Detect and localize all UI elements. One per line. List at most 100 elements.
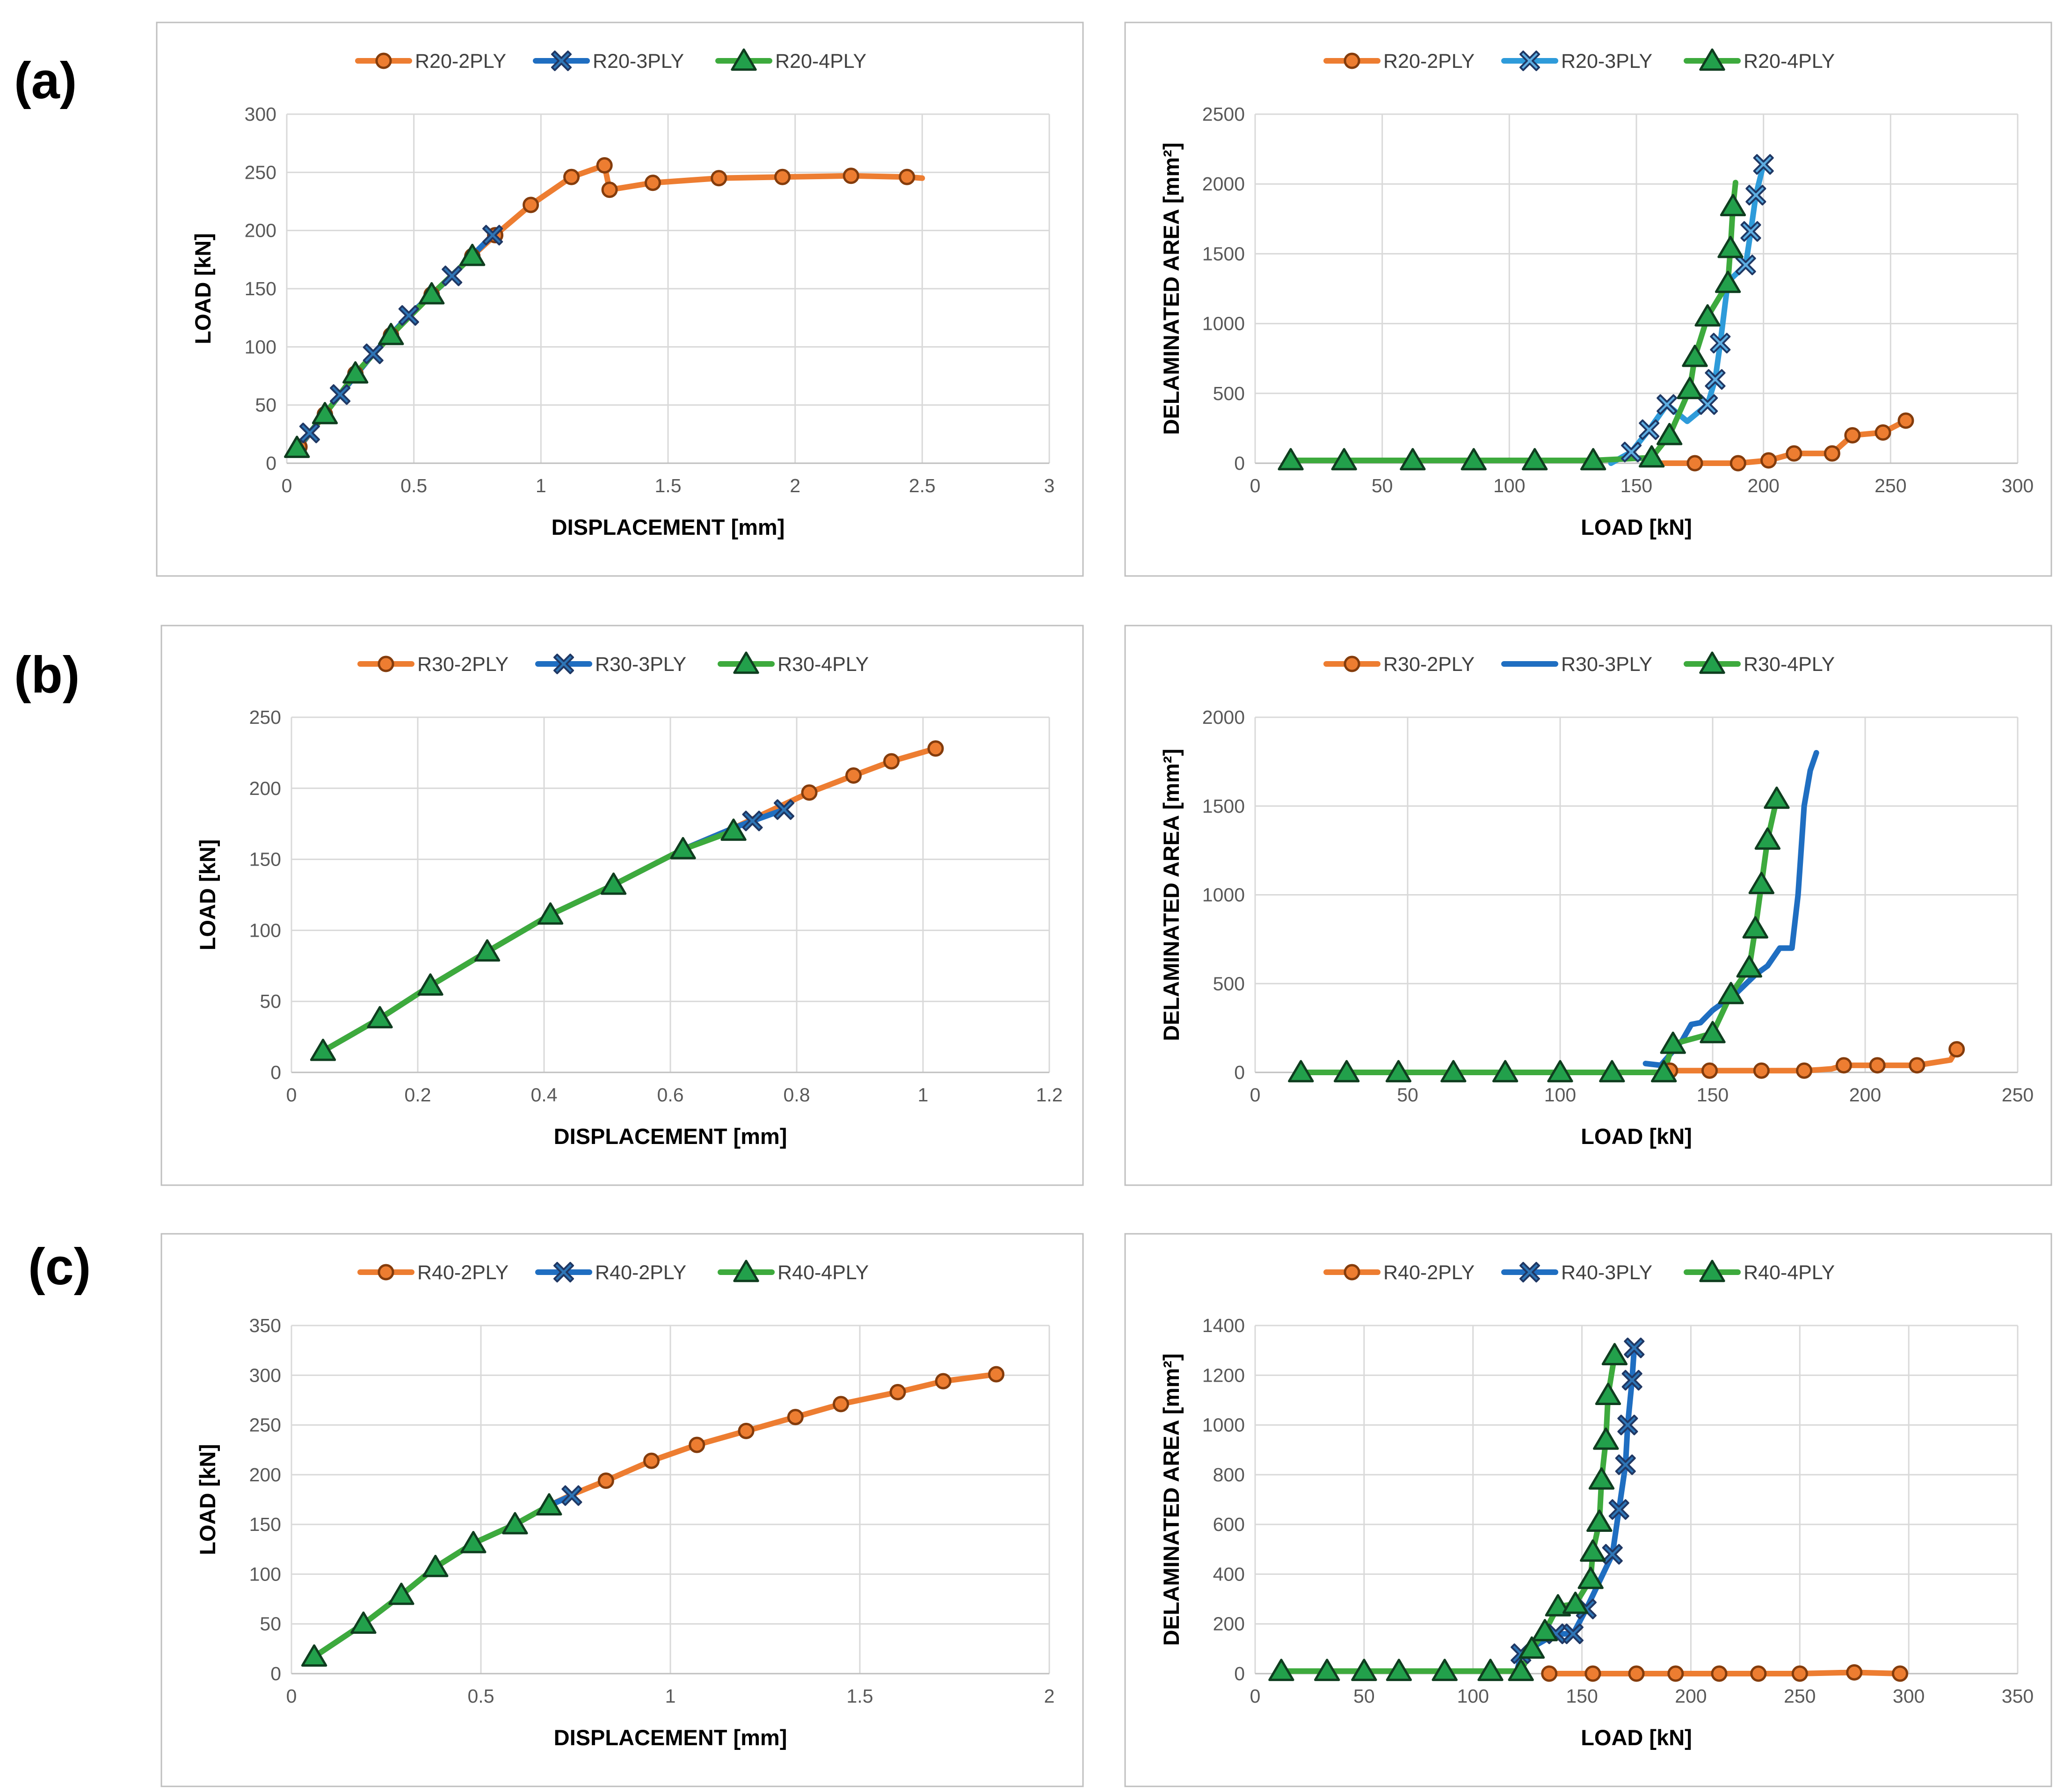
x-tick-label: 100	[1493, 475, 1525, 496]
y-tick-label: 50	[260, 991, 281, 1012]
chart-a-right: 0 50 100 150 200 250 300 0 500 1000 1500 2000 2500 LO…	[1124, 22, 2052, 577]
data-point-r40-4ply	[1508, 1659, 1534, 1681]
data-point-r40-2ply	[1846, 1664, 1863, 1681]
legend-label: R40-3PLY	[1561, 1261, 1652, 1284]
y-tick-label: 0	[1234, 1062, 1245, 1083]
data-point-r40-4ply	[460, 1531, 487, 1553]
x-axis-title: LOAD [kN]	[1581, 1725, 1692, 1750]
data-point-r20-2ply	[644, 175, 661, 191]
legend-item: R40-2PLY	[1323, 1261, 1475, 1284]
legend-label: R20-2PLY	[415, 50, 506, 73]
data-point-r40-4ply	[350, 1611, 377, 1634]
data-point-r40-3ply	[1562, 1623, 1584, 1644]
x-tick-label: 150	[1620, 475, 1652, 496]
data-point-r40-2ply	[787, 1409, 804, 1426]
y-axis-title: DELAMINATED AREA [mm²]	[1159, 143, 1184, 435]
data-point-r20-2ply	[711, 170, 727, 187]
data-point-r30-3ply	[742, 810, 763, 831]
data-point-r30-2ply	[883, 753, 900, 770]
data-point-r20-3ply	[1753, 154, 1774, 175]
legend-marker	[1519, 51, 1540, 71]
data-point-r40-2ply	[1628, 1665, 1645, 1682]
data-point-r40-2ply	[1711, 1665, 1728, 1682]
data-point-r40-4ply	[536, 1493, 562, 1515]
x-axis-title: DISPLACEMENT [mm]	[552, 515, 785, 539]
chart-c-right: 0 50 100 150 200 250 300 350 0 200 400 600 800 1000 12…	[1124, 1233, 2052, 1787]
y-tick-label: 150	[249, 849, 281, 870]
legend-item: R30-2PLY	[357, 653, 509, 676]
x-tick-label: 100	[1457, 1685, 1489, 1707]
y-tick-label: 0	[1234, 1663, 1245, 1684]
data-point-r40-4ply	[502, 1512, 528, 1535]
data-point-r20-4ply	[1521, 448, 1548, 471]
y-tick-label: 100	[245, 336, 276, 357]
data-point-r30-4ply	[600, 872, 627, 895]
data-point-r30-4ply	[1333, 1060, 1360, 1083]
data-point-r40-2ply	[1584, 1665, 1601, 1682]
data-point-r20-4ply	[1638, 445, 1665, 468]
y-tick-label: 1000	[1202, 313, 1245, 335]
y-tick-label: 1400	[1202, 1315, 1245, 1336]
y-tick-label: 150	[245, 278, 276, 299]
y-tick-label: 1200	[1202, 1364, 1245, 1386]
x-axis-title: LOAD [kN]	[1581, 515, 1692, 539]
data-point-r20-3ply	[1735, 255, 1756, 276]
x-tick-label: 0.5	[468, 1685, 494, 1707]
x-tick-label: 50	[1397, 1084, 1418, 1106]
data-point-r30-4ply	[1660, 1031, 1686, 1054]
x-tick-label: 300	[2002, 475, 2034, 496]
data-point-r40-4ply	[1351, 1659, 1377, 1681]
data-point-r20-2ply	[843, 168, 859, 184]
data-point-r30-4ply	[1718, 982, 1744, 1005]
x-tick-label: 1	[665, 1685, 676, 1707]
legend-label: R40-2PLY	[595, 1261, 686, 1284]
y-tick-label: 100	[249, 919, 281, 941]
y-tick-label: 150	[249, 1514, 281, 1535]
data-point-r40-4ply	[1588, 1467, 1615, 1490]
data-point-r20-4ply	[1694, 304, 1721, 327]
x-tick-label: 200	[1675, 1685, 1707, 1707]
data-point-r20-3ply	[1621, 442, 1642, 463]
legend-marker	[1699, 48, 1725, 71]
legend-marker	[1519, 1262, 1540, 1282]
data-point-r30-4ply	[670, 837, 696, 860]
legend-item: R30-2PLY	[1323, 653, 1475, 676]
y-tick-label: 1000	[1202, 1414, 1245, 1436]
data-point-r30-4ply	[310, 1038, 336, 1061]
data-point-r40-2ply	[738, 1422, 755, 1439]
chart-frame	[160, 625, 1084, 1186]
y-tick-label: 50	[260, 1613, 281, 1635]
data-point-r30-4ply	[720, 818, 747, 841]
legend-marker	[378, 656, 394, 672]
y-tick-label: 500	[1213, 383, 1245, 404]
y-tick-label: 350	[249, 1315, 281, 1336]
data-point-r30-4ply	[1754, 827, 1781, 850]
y-tick-label: 400	[1213, 1563, 1245, 1585]
x-tick-label: 200	[1747, 475, 1779, 496]
chart-b-left: 0 0.2 0.4 0.6 0.8 1 1.2 0 50 100 150 200 250 DISPLACE…	[160, 625, 1084, 1186]
x-tick-label: 1.5	[847, 1685, 873, 1707]
x-tick-label: 0	[286, 1084, 297, 1106]
y-tick-label: 250	[249, 1414, 281, 1436]
series-line-r30-2ply	[1667, 1046, 1960, 1074]
y-tick-label: 600	[1213, 1514, 1245, 1535]
data-point-r30-4ply	[1742, 916, 1768, 939]
data-point-r40-2ply	[889, 1384, 906, 1400]
legend-label: R40-2PLY	[1383, 1261, 1475, 1284]
data-point-r40-3ply	[1608, 1499, 1629, 1520]
data-point-r20-2ply	[1844, 427, 1861, 444]
data-point-r30-4ply	[1650, 1060, 1677, 1083]
x-tick-label: 1.5	[655, 475, 682, 496]
data-point-r20-4ply	[1461, 448, 1487, 471]
legend-item: R20-3PLY	[1501, 50, 1652, 73]
data-point-r20-2ply	[774, 168, 791, 185]
legend-label: R20-3PLY	[1561, 50, 1652, 73]
legend-item: R30-3PLY	[1501, 653, 1652, 676]
x-tick-label: 50	[1372, 475, 1393, 496]
legend-marker	[1344, 52, 1360, 69]
y-tick-label: 0	[270, 1663, 281, 1684]
legend-item: R30-4PLY	[718, 651, 869, 676]
legend-item: R40-2PLY	[535, 1261, 686, 1284]
y-tick-label: 1500	[1202, 795, 1245, 817]
x-axis-title: DISPLACEMENT [mm]	[554, 1725, 787, 1750]
